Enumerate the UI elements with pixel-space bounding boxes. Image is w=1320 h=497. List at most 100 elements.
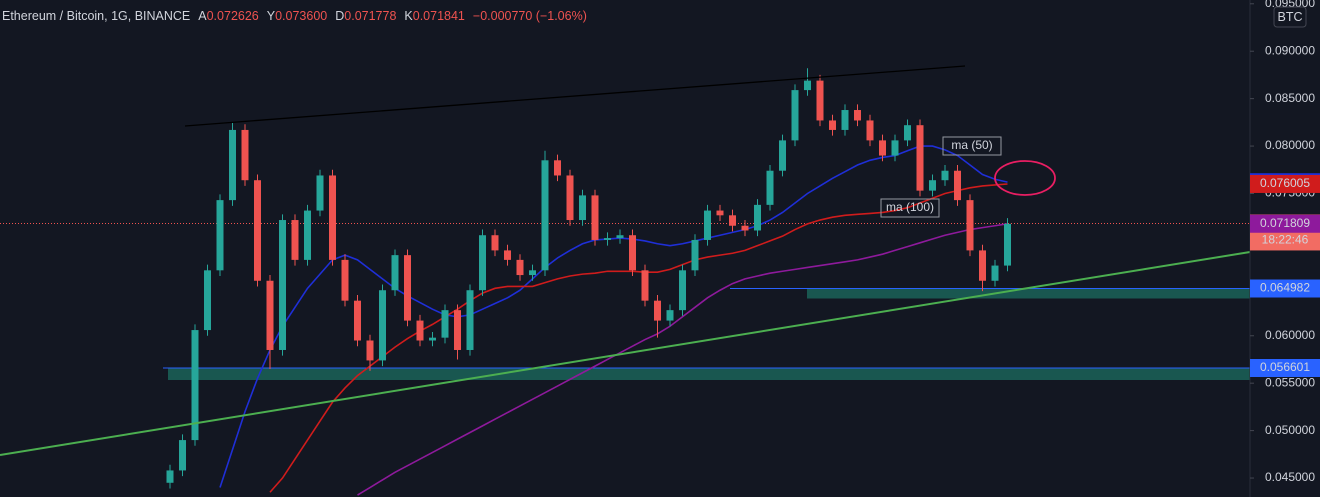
candle-body — [254, 180, 261, 281]
candle-body — [591, 195, 599, 240]
candle-body — [729, 215, 736, 226]
candle-body — [641, 270, 649, 301]
price-label: 0.076005 — [1260, 176, 1310, 190]
candle-body — [966, 200, 974, 251]
symbol-title: Ethereum / Bitcoin, 1G, BINANCE — [2, 9, 190, 23]
candle-body — [579, 195, 586, 221]
candle-body — [404, 255, 411, 321]
candle-body — [266, 280, 274, 350]
candle-body — [216, 200, 224, 271]
y-tick-label: 0.090000 — [1265, 43, 1315, 57]
candle-body — [766, 170, 774, 205]
candle-body — [529, 270, 536, 276]
currency-box — [1273, 6, 1307, 28]
moving-average — [269, 183, 1008, 493]
candle-body — [979, 250, 986, 281]
candle-body — [991, 265, 999, 281]
candle-body — [454, 310, 461, 350]
candle-body — [541, 160, 549, 271]
ohlc-value: 0.072626 — [207, 9, 259, 23]
annotation-box — [880, 198, 940, 218]
candle-body — [479, 235, 486, 291]
ohlc-value: 0.071841 — [413, 9, 465, 23]
candle-body — [904, 125, 911, 141]
candle-body — [416, 320, 424, 341]
candle-body — [279, 220, 286, 350]
candle-body — [754, 204, 761, 231]
ohlc-key: A — [198, 9, 207, 23]
candle-body — [166, 470, 174, 483]
ohlc-key: K — [404, 9, 413, 23]
candle-body — [716, 210, 724, 216]
countdown: 18:22:46 — [1262, 233, 1309, 247]
y-tick-label: 0.045000 — [1265, 470, 1315, 484]
ohlc-key: D — [335, 9, 344, 23]
candle-body — [466, 290, 474, 350]
annotation-label: ma (100) — [886, 200, 934, 214]
candle-body — [779, 140, 786, 171]
price-label: 0.071809 — [1260, 216, 1310, 230]
y-tick-label: 0.055000 — [1265, 375, 1315, 389]
candle-body — [204, 270, 211, 331]
candle-body — [791, 90, 799, 141]
candle-body — [554, 160, 561, 176]
black-trendline — [184, 65, 966, 127]
candle-body — [816, 80, 824, 121]
candle-body — [916, 125, 924, 191]
candle-body — [316, 175, 324, 211]
candle-body — [241, 129, 249, 181]
candle-body — [679, 270, 686, 311]
candle-body — [691, 239, 699, 271]
price-label-bg — [1250, 279, 1320, 298]
candle-body — [666, 310, 674, 321]
moving-average — [357, 223, 1008, 496]
candle-body — [704, 210, 711, 240]
candle-body — [341, 259, 349, 301]
candle-body — [941, 170, 949, 181]
candle-body — [191, 330, 199, 441]
candle-body — [179, 440, 186, 471]
price-label-bg — [1250, 174, 1320, 193]
support-zone — [168, 367, 1250, 380]
candle-body — [629, 235, 636, 271]
candle-body — [829, 120, 836, 130]
axis-labels: 0.0450000.0500000.0550000.0600000.065000… — [1250, 0, 1320, 484]
highlight-circle — [994, 160, 1056, 196]
price-label-bg — [1250, 358, 1320, 377]
candle-body — [291, 220, 299, 260]
candle-body — [379, 290, 386, 361]
candle-body — [891, 140, 899, 156]
support-zone — [807, 288, 1250, 299]
ohlc-key: Y — [267, 9, 276, 23]
candle-body — [929, 180, 936, 191]
currency: BTC — [1278, 10, 1303, 24]
candle-body — [616, 235, 624, 239]
y-tick-label: 0.060000 — [1265, 328, 1315, 342]
ohlc-value: 0.071778 — [344, 9, 396, 23]
candle-body — [366, 340, 374, 361]
candle-body — [954, 170, 961, 201]
header: Ethereum / Bitcoin, 1G, BINANCE A0.072626… — [2, 9, 587, 23]
candle-body — [804, 80, 811, 91]
candle-body — [841, 110, 849, 130]
y-tick-label: 0.080000 — [1265, 138, 1315, 152]
change: −0.000770 (−1.06%) — [473, 9, 587, 23]
candle-body — [879, 140, 886, 156]
moving-average — [219, 145, 1008, 488]
candle-body — [491, 235, 499, 251]
green-trendline — [0, 251, 1251, 456]
candle-body — [391, 255, 399, 291]
candle-body — [441, 310, 449, 338]
annotation-label: ma (50) — [951, 138, 992, 152]
candle-body — [654, 300, 661, 321]
y-tick-label: 0.085000 — [1265, 91, 1315, 105]
price-label: 0.064982 — [1260, 281, 1310, 295]
price-label-bg — [1250, 214, 1320, 233]
candle-body — [504, 250, 511, 260]
candle-body — [329, 175, 336, 260]
candle-body — [354, 300, 361, 341]
candle-body — [866, 120, 874, 141]
y-tick-label: 0.095000 — [1265, 0, 1315, 10]
